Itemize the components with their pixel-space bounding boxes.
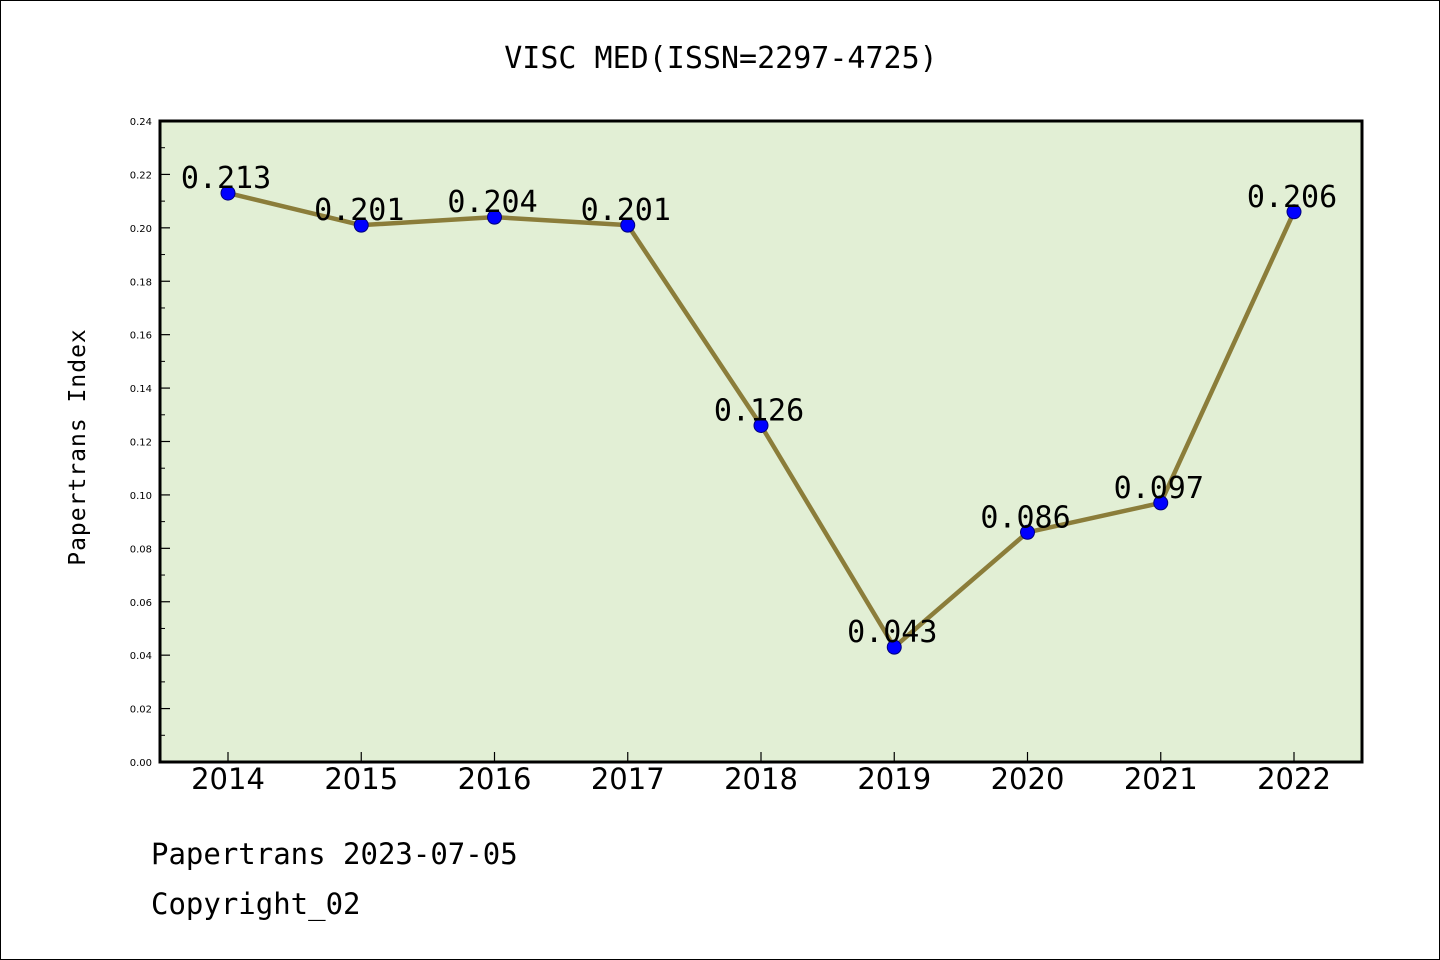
x-tick-label: 2017 xyxy=(591,762,665,796)
chart-title: VISC MED(ISSN=2297-4725) xyxy=(504,41,937,76)
y-tick-label: 0.24 xyxy=(130,117,152,128)
y-axis-label: Papertrans Index xyxy=(65,328,91,566)
y-tick-label: 0.12 xyxy=(130,438,152,449)
y-tick-label: 0.20 xyxy=(130,224,152,235)
data-point xyxy=(353,217,369,233)
x-tick-label: 2018 xyxy=(724,762,798,796)
x-tick-label: 2015 xyxy=(324,762,398,796)
data-label: 0.126 xyxy=(714,393,804,428)
data-point xyxy=(620,217,636,233)
y-tick-label: 0.22 xyxy=(130,170,152,181)
data-label: 0.204 xyxy=(447,185,537,220)
data-point xyxy=(753,417,769,433)
y-tick-label: 0.10 xyxy=(130,491,152,502)
data-point xyxy=(220,185,236,201)
y-tick-label: 0.08 xyxy=(130,544,152,555)
y-tick-label: 0.14 xyxy=(130,384,152,395)
data-point xyxy=(886,639,902,655)
x-tick-label: 2021 xyxy=(1124,762,1198,796)
y-tick-label: 0.06 xyxy=(130,598,152,609)
data-point xyxy=(1153,495,1169,511)
data-label: 0.086 xyxy=(980,500,1070,535)
y-tick-label: 0.00 xyxy=(130,758,152,769)
x-tick-label: 2022 xyxy=(1257,762,1331,796)
data-label: 0.097 xyxy=(1114,471,1204,506)
data-label: 0.201 xyxy=(581,193,671,228)
y-axis-ticks: 0.00 0.02 0.04 0.06 0.08 0.10 0.12 0.14 0.16 0.18… xyxy=(130,117,170,769)
data-point xyxy=(487,209,502,225)
copyright-text: Copyright_02 xyxy=(151,887,361,921)
data-label: 0.043 xyxy=(847,615,937,650)
data-label: 0.201 xyxy=(314,193,404,228)
x-tick-label: 2016 xyxy=(458,762,532,796)
x-axis-ticks: 2014 2015 2016 2017 2018 2019 2020 2021 2022 xyxy=(191,752,1331,796)
y-tick-label: 0.18 xyxy=(130,277,152,288)
series-layer: 0.213 0.201 0.204 0.201 0.126 0.043 0.086 0.097… xyxy=(181,161,1337,655)
data-label: 0.213 xyxy=(181,161,271,196)
y-tick-label: 0.16 xyxy=(130,331,152,342)
data-point xyxy=(1286,204,1302,220)
source-date-text: Papertrans 2023-07-05 xyxy=(151,837,518,871)
y-tick-label: 0.04 xyxy=(130,651,152,662)
x-tick-label: 2014 xyxy=(191,762,265,796)
data-label: 0.206 xyxy=(1247,180,1337,215)
x-tick-label: 2019 xyxy=(857,762,931,796)
y-tick-label: 0.02 xyxy=(130,705,152,716)
data-point xyxy=(1020,524,1035,540)
x-tick-label: 2020 xyxy=(991,762,1065,796)
